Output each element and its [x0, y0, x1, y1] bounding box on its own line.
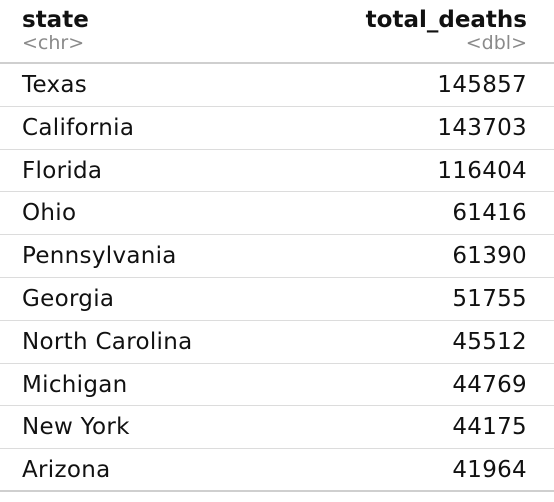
state-cell: Florida: [22, 157, 103, 184]
total-deaths-cell: 116404: [437, 157, 527, 184]
state-cell: Michigan: [22, 371, 128, 398]
column-type: <dbl>: [465, 32, 527, 54]
table-header: state <chr> total_deaths <dbl>: [0, 0, 554, 64]
total-deaths-cell: 51755: [452, 285, 527, 312]
table-row: Georgia 51755: [0, 278, 554, 321]
table-row: Texas 145857: [0, 64, 554, 107]
state-cell: Arizona: [22, 457, 111, 484]
table-row: California 143703: [0, 107, 554, 150]
column-type: <chr>: [22, 32, 85, 54]
column-name: total_deaths: [365, 7, 527, 33]
state-cell: New York: [22, 414, 130, 441]
total-deaths-cell: 44175: [452, 414, 527, 441]
table-row: Ohio 61416: [0, 192, 554, 236]
table-row: New York 44175: [0, 406, 554, 450]
total-deaths-cell: 61390: [452, 243, 527, 270]
total-deaths-cell: 45512: [452, 328, 527, 355]
total-deaths-cell: 143703: [437, 114, 527, 141]
table-row: North Carolina 45512: [0, 321, 554, 364]
column-name: state: [22, 7, 89, 33]
state-cell: Pennsylvania: [22, 243, 177, 270]
table-row: Pennsylvania 61390: [0, 235, 554, 278]
state-cell: Ohio: [22, 200, 77, 227]
table-row: Florida 116404: [0, 150, 554, 193]
table-row: Michigan 44769: [0, 364, 554, 407]
total-deaths-cell: 44769: [452, 371, 527, 398]
state-cell: California: [22, 114, 135, 141]
state-cell: Texas: [22, 72, 88, 98]
table-body: Texas 145857 California 143703 Florida 1…: [0, 64, 554, 492]
table-row: Arizona 41964: [0, 449, 554, 492]
total-deaths-cell: 145857: [437, 72, 527, 98]
column-header-total-deaths: total_deaths <dbl>: [366, 8, 527, 54]
total-deaths-cell: 61416: [452, 200, 527, 227]
state-cell: Georgia: [22, 285, 115, 312]
total-deaths-cell: 41964: [452, 457, 527, 484]
column-header-state: state <chr>: [22, 8, 89, 54]
state-cell: North Carolina: [22, 328, 193, 355]
